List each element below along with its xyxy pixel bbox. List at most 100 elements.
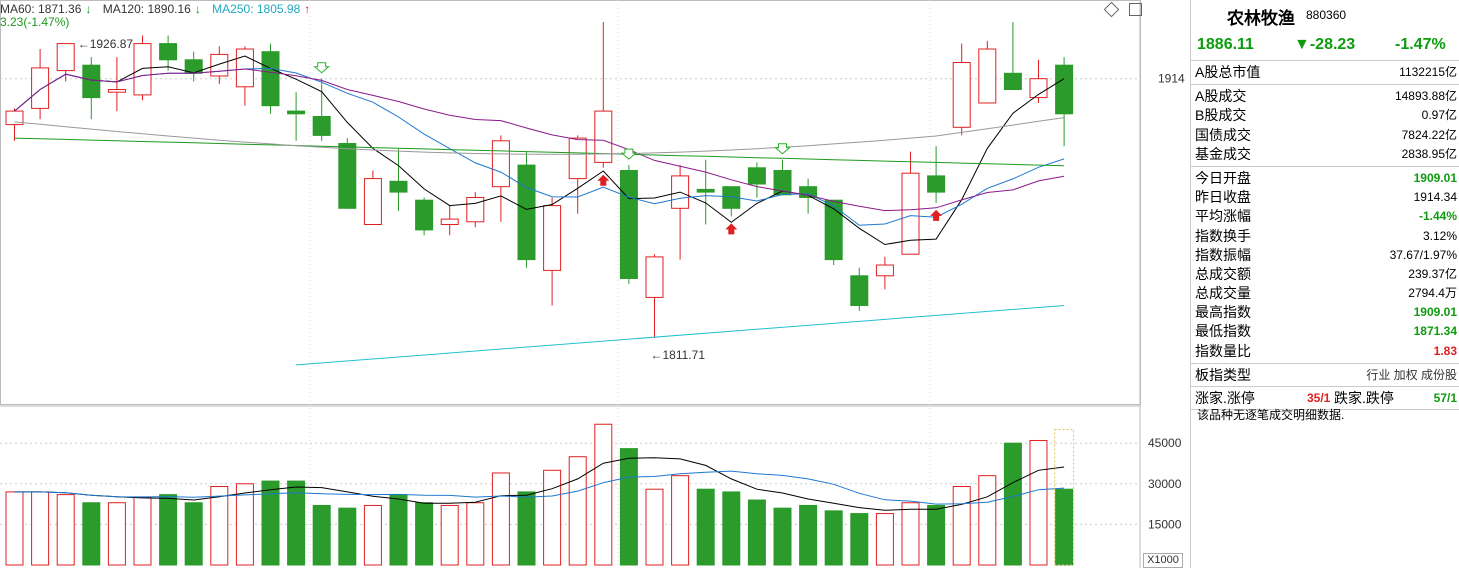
stat-label: A股总市值	[1195, 64, 1261, 80]
stat-value: 1909.01	[1413, 305, 1457, 320]
volume-bar	[927, 504, 946, 566]
volume-bar	[850, 513, 869, 566]
stat-row: 昨日收盘 1914.34	[1191, 188, 1459, 207]
volume-bar	[210, 486, 229, 566]
buy-signal-arrow	[774, 143, 791, 155]
stat-label: 总成交量	[1195, 285, 1251, 302]
candle-body	[952, 62, 971, 128]
volume-unit-label: X1000	[1143, 553, 1183, 568]
volume-bar	[1003, 442, 1022, 566]
candle-body	[31, 67, 50, 109]
volume-bar	[389, 494, 408, 566]
candle-body	[363, 178, 382, 226]
stat-value: 1.83	[1433, 343, 1457, 358]
diamond-icon[interactable]	[1103, 1, 1120, 18]
window-icon[interactable]	[1128, 3, 1142, 16]
candle-body	[722, 186, 741, 209]
price-change: ▼-28.23	[1294, 36, 1356, 53]
kline-chart-area[interactable]: 1914 45000 30000 15000 ←1926.87 ←1811.71 MA60…	[0, 0, 1190, 568]
volume-bar	[952, 486, 971, 566]
stat-label: 总成交额	[1195, 265, 1251, 282]
candle-body	[696, 188, 715, 193]
stat-value: 14893.88亿	[1394, 89, 1457, 104]
volume-bar	[1055, 488, 1074, 566]
volume-bar	[338, 507, 357, 566]
stat-value: 2838.95亿	[1401, 146, 1457, 161]
candle-body	[210, 53, 229, 77]
quote-panel: 农林牧渔 880360 1886.11 ▼-28.23 -1.47% A股总市值…	[1190, 0, 1459, 568]
volume-bar	[1029, 439, 1048, 566]
volume-ma10-line	[14, 470, 1065, 505]
candle-body	[1003, 72, 1022, 91]
ma120-line	[14, 117, 1065, 155]
stat-row: 最高指数 1909.01	[1191, 303, 1459, 322]
volume-bar	[747, 499, 766, 566]
volume-bar	[645, 488, 664, 566]
sell-signal-arrow	[725, 223, 738, 235]
stat-row: B股成交 0.97亿	[1191, 106, 1459, 125]
stat-row: 指数量比 1.83	[1191, 342, 1459, 361]
candle-body	[261, 51, 280, 107]
stat-row: 最低指数 1871.34	[1191, 322, 1459, 341]
ma60-line	[14, 137, 1065, 167]
kline-chart[interactable]: 1914 45000 30000 15000 ←1926.87 ←1811.71	[0, 0, 1190, 568]
volume-bar	[82, 502, 101, 566]
index-name: 农林牧渔	[1227, 9, 1295, 28]
candle-body	[619, 170, 638, 279]
stat-value: 1871.34	[1413, 324, 1457, 339]
volume-bar	[261, 480, 280, 566]
up-label: 涨家.涨停	[1195, 389, 1255, 406]
candle-body	[133, 43, 152, 96]
candle-body	[1029, 78, 1048, 99]
sell-signal-arrow	[930, 209, 943, 221]
stat-value: 0.97亿	[1421, 108, 1457, 123]
price-pct: -1.47%	[1395, 36, 1446, 53]
volume-bar	[5, 491, 24, 566]
volume-bar	[594, 423, 613, 566]
volume-bar	[440, 504, 459, 566]
volume-bar	[31, 491, 50, 566]
volume-bar	[722, 491, 741, 566]
candle-body	[645, 256, 664, 298]
volume-bar	[824, 510, 843, 566]
stat-row: 平均涨幅 -1.44%	[1191, 207, 1459, 226]
stat-row: 总成交量 2794.4万	[1191, 284, 1459, 303]
volume-bar	[901, 502, 920, 566]
stat-label: A股成交	[1195, 88, 1247, 105]
candle-body	[1055, 64, 1074, 115]
volume-bar	[466, 502, 485, 566]
stat-value: 2794.4万	[1408, 286, 1457, 301]
index-type-value[interactable]: 行业 加权 成份股	[1366, 367, 1457, 382]
ma60-legend: MA60: 1871.36 ↓	[0, 2, 92, 16]
volume-bar	[517, 491, 536, 566]
market-cap-group: A股总市值 1132215亿	[1191, 61, 1459, 86]
ma5-line	[14, 55, 1065, 246]
stat-row: 总成交额 239.37亿	[1191, 265, 1459, 284]
candle-body	[389, 180, 408, 193]
index-type-row: 板指类型 行业 加权 成份股	[1191, 364, 1459, 387]
volume-bar	[415, 502, 434, 566]
stat-value: 37.67/1.97%	[1389, 247, 1457, 262]
volume-bar	[773, 507, 792, 566]
ma20-line	[14, 68, 1065, 212]
price-tick-label: 1914	[1158, 72, 1185, 86]
candle-body	[159, 43, 178, 61]
buy-signal-arrow	[620, 148, 638, 160]
sell-signal-arrow	[597, 174, 610, 186]
stat-label: 最高指数	[1195, 304, 1251, 321]
candle-body	[235, 48, 254, 88]
stat-row: 国债成交 7824.22亿	[1191, 126, 1459, 145]
stat-row: 今日开盘 1909.01	[1191, 169, 1459, 188]
candle-body	[517, 164, 536, 261]
volume-bar	[107, 502, 126, 566]
candle-body	[82, 64, 101, 99]
candle-body	[338, 143, 357, 209]
candle-body	[312, 116, 331, 136]
stat-label: 国债成交	[1195, 126, 1251, 143]
volume-bar	[619, 448, 638, 566]
volume-tick-label: 45000	[1148, 436, 1182, 450]
stat-value: 239.37亿	[1408, 266, 1457, 281]
candle-body	[415, 199, 434, 231]
stat-row: 基金成交 2838.95亿	[1191, 145, 1459, 164]
ma250-line	[296, 305, 1065, 366]
